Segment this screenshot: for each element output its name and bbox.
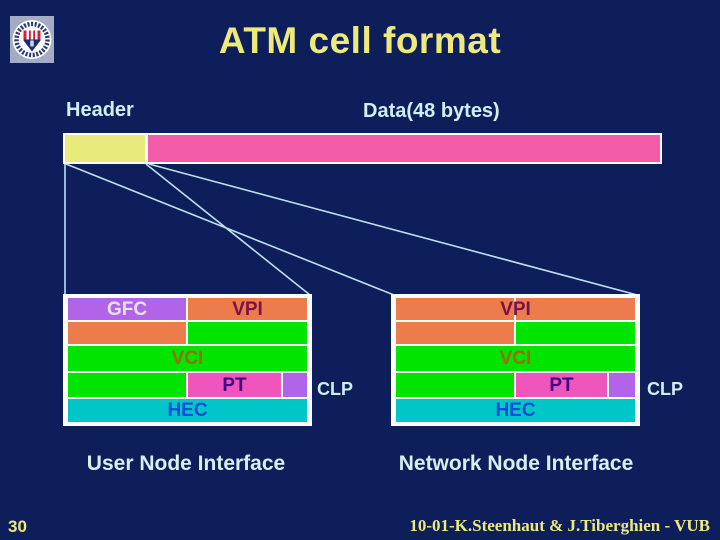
- nni-vpi-low-field: [396, 322, 514, 344]
- nni-vci-low-field: [396, 373, 514, 397]
- page-number: 30: [8, 517, 27, 536]
- header-cell-box: [63, 133, 147, 164]
- uni-vci-low-field: [68, 373, 186, 397]
- uni-caption: User Node Interface: [86, 452, 286, 475]
- data-cell-box: [146, 133, 662, 164]
- uni-hec-field: HEC: [68, 399, 307, 422]
- uni-clp-field: [283, 373, 307, 397]
- uni-vpi-field: VPI: [188, 298, 307, 320]
- nni-vci-field: VCI: [396, 346, 635, 371]
- nni-header-diagram: VPI VCI PT HEC: [391, 294, 640, 426]
- page-title: ATM cell format: [218, 20, 502, 61]
- footer-credit: 10-01-K.Steenhaut & J.Tiberghien - VUB: [409, 516, 710, 535]
- nni-vci-high-field: [516, 322, 635, 344]
- nni-caption: Network Node Interface: [398, 452, 634, 475]
- nni-hec-field: HEC: [396, 399, 635, 422]
- data-bytes-label: Data(48 bytes): [363, 100, 500, 122]
- uni-clp-label: CLP: [317, 379, 353, 399]
- uni-vci-high-field: [188, 322, 307, 344]
- university-seal-icon: [10, 16, 54, 63]
- nni-vpi-field-left: [396, 298, 514, 320]
- uni-vpi-low-field: [68, 322, 186, 344]
- uni-gfc-field: GFC: [68, 298, 186, 320]
- uni-pt-field: PT: [188, 373, 281, 397]
- nni-clp-field: [609, 373, 635, 397]
- uni-vci-field: VCI: [68, 346, 307, 371]
- uni-header-diagram: GFC VPI VCI PT HEC: [63, 294, 312, 426]
- nni-vpi-field-right: [516, 298, 635, 320]
- header-label: Header: [66, 99, 134, 121]
- nni-clp-label: CLP: [647, 379, 683, 399]
- nni-vpi-label: VPI: [500, 298, 531, 320]
- nni-pt-field: PT: [516, 373, 607, 397]
